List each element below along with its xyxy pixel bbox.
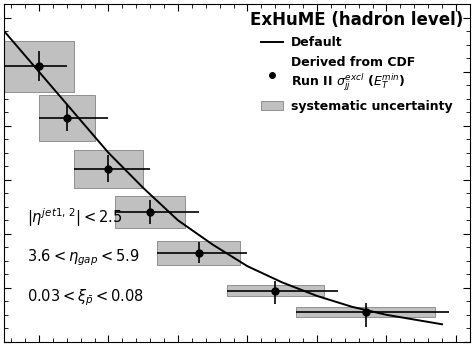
Text: $0.03 < \xi_{\bar{p}} < 0.08$: $0.03 < \xi_{\bar{p}} < 0.08$: [27, 288, 145, 308]
Text: $3.6 < \eta_{gap} < 5.9$: $3.6 < \eta_{gap} < 5.9$: [27, 247, 140, 268]
Bar: [115, 196, 185, 228]
Text: $|\eta^{jet1,\,2}| < 2.5$: $|\eta^{jet1,\,2}| < 2.5$: [27, 207, 123, 229]
Bar: [157, 240, 240, 265]
Bar: [4, 40, 73, 92]
Legend: Default, Derived from CDF
Run II $\sigma_{jj}^{excl}$ ($E_T^{min}$), systematic : Default, Derived from CDF Run II $\sigma…: [245, 6, 468, 118]
Bar: [227, 285, 324, 296]
Bar: [73, 150, 143, 188]
Bar: [39, 95, 94, 140]
Bar: [296, 307, 435, 317]
